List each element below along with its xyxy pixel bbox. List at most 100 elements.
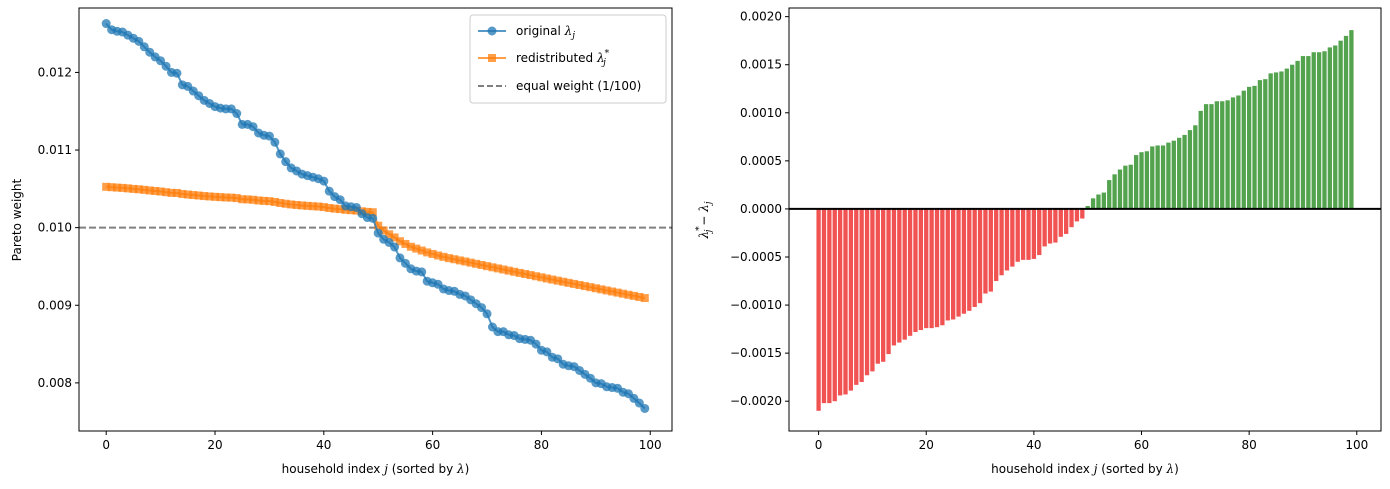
redistributed-point	[477, 260, 486, 269]
redistributed-point	[624, 290, 633, 299]
bar-negative	[827, 208, 832, 404]
redistributed-point	[455, 256, 464, 265]
bar-positive	[1263, 79, 1268, 209]
original-point	[395, 253, 405, 263]
redistributed-point	[635, 292, 644, 301]
bar-negative	[848, 208, 854, 391]
bar-positive	[1117, 169, 1123, 209]
ylabel-minus: −	[697, 212, 711, 230]
redistributed-point	[151, 187, 160, 196]
redistributed-point	[390, 233, 399, 242]
bar-positive	[1112, 174, 1117, 209]
redistributed-point	[200, 192, 209, 201]
bar-positive	[1209, 104, 1214, 209]
bar-negative	[891, 208, 897, 346]
redistributed-point	[336, 205, 345, 214]
bar-negative	[1069, 208, 1074, 228]
xlabel-post: (sorted by	[1097, 462, 1166, 476]
bar-negative	[945, 208, 950, 321]
bar-positive	[1139, 152, 1144, 209]
redistributed-point	[194, 191, 203, 200]
original-point	[139, 42, 149, 52]
original-point	[368, 213, 378, 223]
bar-negative	[1047, 208, 1053, 244]
redistributed-point	[488, 263, 497, 272]
bar-negative	[999, 208, 1004, 276]
bar-positive	[1230, 97, 1236, 209]
bar-negative	[918, 208, 924, 331]
bar-negative	[864, 208, 870, 376]
bar-positive	[1123, 165, 1128, 209]
bar-positive	[1246, 86, 1252, 209]
redistributed-point	[417, 246, 426, 255]
legend-entry-redistributed: redistributed λ* j	[478, 49, 610, 68]
xlabel-end: )	[1174, 462, 1179, 476]
redistributed-point	[434, 251, 443, 260]
redistributed-point	[640, 294, 649, 303]
redistributed-point	[178, 189, 187, 198]
y-tick-label: 0.0020	[740, 10, 782, 24]
bar-negative	[843, 208, 848, 395]
bar-positive	[1284, 68, 1289, 209]
redistributed-point	[619, 289, 628, 298]
bar-negative	[961, 208, 967, 314]
bar-negative	[1004, 208, 1010, 271]
original-point	[634, 398, 644, 408]
original-point	[319, 176, 329, 186]
redistributed-point	[102, 182, 111, 191]
xlabel-pre: household index	[991, 462, 1094, 476]
redistributed-point	[298, 201, 307, 210]
original-point	[275, 149, 285, 159]
redistributed-point	[303, 201, 312, 210]
redistributed-point	[537, 273, 546, 282]
redistributed-point	[461, 257, 470, 266]
bar-negative	[1042, 208, 1047, 247]
original-point	[248, 122, 258, 132]
bar-positive	[1241, 90, 1246, 209]
redistributed-point	[314, 202, 323, 211]
legend-entry-original: original λj	[478, 24, 575, 41]
x-tick-label: 40	[1026, 438, 1041, 452]
redistributed-point	[145, 186, 154, 195]
y-tick-label: −0.0015	[730, 346, 782, 360]
redistributed-point	[629, 291, 638, 300]
redistributed-point	[401, 239, 410, 248]
redistributed-point	[243, 195, 252, 204]
bar-negative	[956, 208, 961, 317]
xlabel-var: j	[1091, 462, 1098, 476]
redistributed-point	[238, 195, 247, 204]
x-tick-label: 80	[1242, 438, 1257, 452]
x-tick-label: 0	[815, 438, 823, 452]
bar-negative	[832, 208, 837, 402]
redistributed-point	[368, 208, 377, 217]
left-plot-frame	[78, 7, 673, 432]
redistributed-point	[205, 192, 214, 201]
redistributed-point	[232, 194, 241, 203]
redistributed-point	[548, 275, 557, 284]
right-plot-frame	[788, 7, 1382, 432]
xlabel-sym: λ	[1166, 462, 1175, 476]
legend-label-redistributed-sym: λ	[596, 51, 605, 65]
redistributed-point	[553, 276, 562, 285]
bar-positive	[1187, 130, 1193, 209]
redistributed-point	[156, 187, 165, 196]
redistributed-point	[330, 204, 339, 213]
redistributed-point	[450, 255, 459, 264]
bar-positive	[1327, 47, 1333, 209]
redistributed-point	[385, 230, 394, 239]
redistributed-point	[227, 193, 236, 202]
bar-positive	[1225, 100, 1230, 209]
bar-positive	[1268, 73, 1273, 209]
redistributed-point	[134, 185, 143, 194]
bar-negative	[859, 208, 864, 382]
redistributed-point	[374, 221, 383, 230]
bar-positive	[1150, 146, 1155, 209]
original-point	[156, 56, 166, 66]
right-y-axis-label: λ*j − λj	[695, 201, 714, 239]
redistributed-point	[608, 287, 617, 296]
y-tick-label: 0.011	[38, 143, 72, 157]
bar-positive	[1144, 151, 1150, 209]
redistributed-point	[493, 264, 502, 273]
bar-positive	[1349, 30, 1354, 209]
redistributed-point	[575, 281, 584, 290]
